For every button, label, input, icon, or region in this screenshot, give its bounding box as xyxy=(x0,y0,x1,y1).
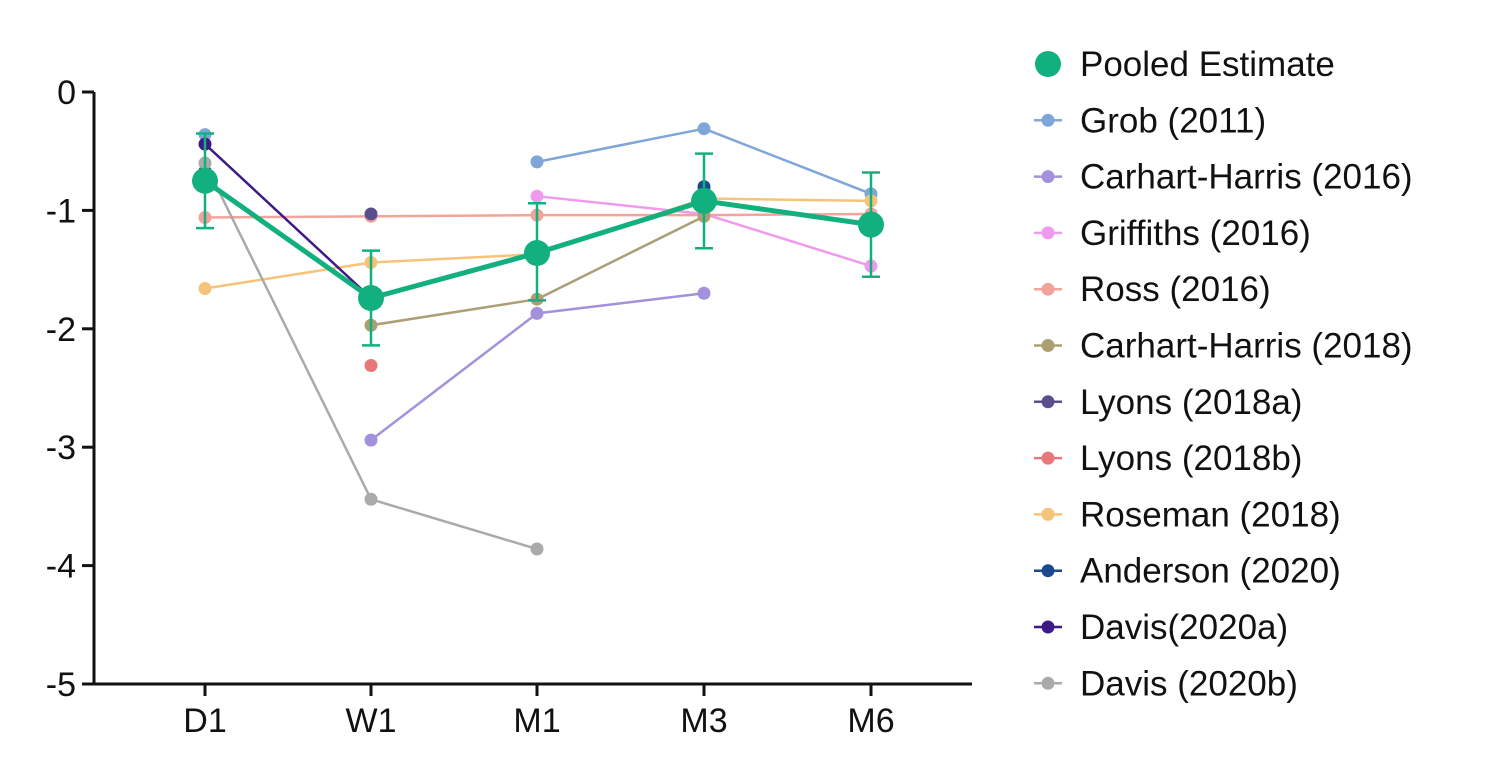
y-tick-label: -3 xyxy=(46,429,76,467)
series-lyons-2018a xyxy=(364,207,378,221)
legend-marker-ross-2016 xyxy=(1041,282,1055,296)
legend-marker-lyons-2018a xyxy=(1041,395,1055,409)
legend-label-anderson-2020: Anderson (2020) xyxy=(1080,552,1341,591)
legend-marker-griffiths-2016 xyxy=(1041,226,1055,240)
legend-label-griffiths-2016: Griffiths (2016) xyxy=(1080,214,1311,253)
series-layer xyxy=(198,122,878,556)
series-line-segment xyxy=(203,162,373,500)
series-line-segment xyxy=(204,143,372,299)
series-line-segment xyxy=(370,312,538,442)
series-davis-2020a xyxy=(198,137,378,305)
legend-marker-davis-2020b xyxy=(1041,676,1055,690)
series-carhart-harris-2016 xyxy=(364,286,711,447)
data-point xyxy=(697,122,711,136)
pooled-layer xyxy=(192,132,884,347)
tick-layer: 0 -1 -2 -3 -4 -5 D1 W1 M1 M3 M6 xyxy=(46,74,895,740)
series-davis-2020b xyxy=(198,156,544,556)
legend-label-lyons-2018b: Lyons (2018b) xyxy=(1080,439,1302,478)
series-lyons-2018b xyxy=(364,359,378,373)
x-tick-label: W1 xyxy=(346,702,397,740)
legend-label-carhart-harris-2016: Carhart-Harris (2016) xyxy=(1080,158,1413,197)
data-point xyxy=(364,433,378,447)
legend-marker-lyons-2018b xyxy=(1041,451,1055,465)
x-tick-label: M6 xyxy=(847,702,894,740)
series-line-segment xyxy=(536,292,705,315)
legend-label-lyons-2018a: Lyons (2018a) xyxy=(1080,383,1302,422)
series-line-segment xyxy=(536,127,705,164)
x-tick-label: M3 xyxy=(680,702,727,740)
series-line-segment xyxy=(703,127,872,195)
pooled-point xyxy=(358,285,384,312)
data-point xyxy=(364,359,378,373)
y-tick-label: -2 xyxy=(46,311,76,349)
series-line-segment xyxy=(536,215,705,301)
legend-marker-anderson-2020 xyxy=(1041,564,1055,578)
series-anderson-2020 xyxy=(198,164,711,194)
legend-label-carhart-harris-2018: Carhart-Harris (2018) xyxy=(1080,327,1413,366)
series-line-segment xyxy=(703,212,872,268)
pooled-point xyxy=(524,240,550,267)
series-line-segment xyxy=(703,197,872,203)
legend-label-pooled-estimate: Pooled Estimate xyxy=(1080,45,1335,84)
legend-marker-davis-2020a xyxy=(1041,620,1055,634)
pooled-point xyxy=(192,167,218,194)
data-point xyxy=(530,542,544,556)
series-line-segment xyxy=(204,215,372,219)
y-tick-label: -5 xyxy=(46,666,76,704)
pooled-line-segment xyxy=(536,198,705,256)
data-point xyxy=(530,155,544,169)
y-tick-label: -4 xyxy=(46,548,76,586)
series-pooled-estimate xyxy=(192,132,884,347)
series-line-segment xyxy=(370,498,538,551)
axes xyxy=(92,92,972,686)
series-grob-2011 xyxy=(198,122,878,201)
x-tick-label: M1 xyxy=(513,702,560,740)
y-tick-label: -1 xyxy=(46,192,76,230)
y-tick-label: 0 xyxy=(57,74,76,112)
data-point xyxy=(697,286,711,300)
legend-marker-carhart-harris-2018 xyxy=(1041,339,1055,352)
legend-label-grob-2011: Grob (2011) xyxy=(1080,101,1266,140)
legend-label-ross-2016: Ross (2016) xyxy=(1080,270,1271,309)
series-line-segment xyxy=(370,297,538,327)
pooled-point xyxy=(858,211,884,238)
legend-label-davis-2020a: Davis(2020a) xyxy=(1080,608,1288,647)
legend-label-roseman-2018: Roseman (2018) xyxy=(1080,495,1341,534)
pooled-line-segment xyxy=(703,198,872,228)
data-point xyxy=(530,306,544,320)
pooled-line-segment xyxy=(203,178,373,301)
legend-marker-roseman-2018 xyxy=(1041,507,1055,521)
series-line-segment xyxy=(204,261,372,290)
legend-label-davis-2020b: Davis (2020b) xyxy=(1080,664,1298,703)
legend-marker-carhart-harris-2016 xyxy=(1041,170,1055,184)
series-line-segment xyxy=(370,252,538,264)
pooled-line-segment xyxy=(370,250,538,301)
legend: Pooled Estimate Grob (2011) Carhart-Harris… xyxy=(1034,45,1413,703)
pooled-point xyxy=(691,187,717,214)
series-line-segment xyxy=(370,213,538,218)
data-point xyxy=(530,189,544,203)
data-point xyxy=(364,492,378,506)
legend-marker-pooled-estimate xyxy=(1035,51,1061,77)
data-point xyxy=(198,282,212,296)
x-tick-label: D1 xyxy=(183,702,226,740)
data-point xyxy=(364,207,378,221)
legend-marker-grob-2011 xyxy=(1041,113,1055,127)
